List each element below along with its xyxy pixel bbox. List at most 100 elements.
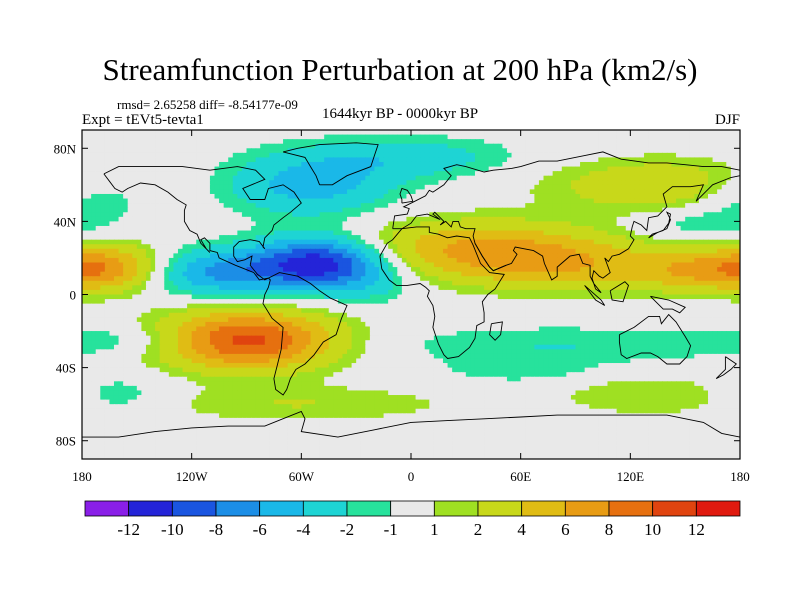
field-cell xyxy=(520,193,526,200)
field-cell xyxy=(155,171,161,177)
field-cell xyxy=(465,180,471,186)
field-cell xyxy=(168,230,174,236)
field-cell xyxy=(529,171,535,177)
field-cell xyxy=(735,166,740,172)
field-cell xyxy=(411,175,417,181)
field-cell xyxy=(424,189,430,195)
field-cell xyxy=(310,184,316,190)
field-cell xyxy=(415,143,421,149)
field-cell xyxy=(310,171,316,177)
field-cell xyxy=(123,184,129,190)
field-cell xyxy=(529,212,535,218)
field-cell xyxy=(319,262,325,268)
field-cell xyxy=(493,253,499,259)
field-cell xyxy=(557,253,563,259)
field-cell xyxy=(598,253,604,259)
field-cell xyxy=(255,130,261,136)
field-cell xyxy=(351,184,357,190)
field-cell xyxy=(319,189,325,195)
field-cell xyxy=(516,276,522,282)
field-cell xyxy=(182,239,188,245)
field-cell xyxy=(264,225,270,232)
field-cell xyxy=(461,285,467,291)
field-cell xyxy=(630,134,636,140)
field-cell xyxy=(689,262,695,268)
field-cell xyxy=(406,248,412,254)
field-cell xyxy=(200,262,206,268)
field-cell xyxy=(575,253,581,259)
field-cell xyxy=(662,130,668,136)
field-cell xyxy=(132,184,138,190)
field-cell xyxy=(205,212,211,218)
field-cell xyxy=(548,271,554,277)
field-cell xyxy=(333,262,339,268)
field-cell xyxy=(237,267,243,273)
field-cell xyxy=(333,239,339,245)
field-cell xyxy=(653,207,659,213)
field-cell xyxy=(365,139,371,145)
field-cell xyxy=(634,280,641,286)
field-cell xyxy=(411,143,417,149)
field-cell xyxy=(506,230,513,236)
field-cell xyxy=(575,203,581,209)
field-cell xyxy=(113,235,120,241)
field-cell xyxy=(123,235,129,241)
field-cell xyxy=(415,248,421,254)
field-cell xyxy=(319,280,325,286)
field-cell xyxy=(493,157,499,163)
field-cell xyxy=(644,180,650,186)
field-cell xyxy=(337,244,344,250)
field-cell xyxy=(676,271,682,277)
field-cell xyxy=(187,253,193,259)
field-cell xyxy=(351,198,357,204)
field-cell xyxy=(552,180,558,186)
field-cell xyxy=(100,285,106,291)
field-cell xyxy=(283,221,289,227)
field-cell xyxy=(712,280,718,286)
field-cell xyxy=(685,134,691,140)
field-cell xyxy=(351,189,357,195)
field-cell xyxy=(703,280,709,286)
field-cell xyxy=(296,184,302,190)
field-cell xyxy=(685,253,691,259)
field-cell xyxy=(525,189,531,195)
field-cell xyxy=(278,221,284,227)
field-cell xyxy=(534,139,540,145)
field-cell xyxy=(328,212,334,218)
field-cell xyxy=(91,171,97,177)
field-cell xyxy=(653,143,659,149)
field-cell xyxy=(662,207,668,213)
field-cell xyxy=(575,157,581,163)
field-cell xyxy=(406,134,412,140)
field-cell xyxy=(406,212,412,218)
field-cell xyxy=(283,207,289,213)
field-cell xyxy=(205,244,211,250)
field-cell xyxy=(401,271,408,277)
field-cell xyxy=(100,257,106,264)
field-cell xyxy=(625,148,631,154)
field-cell xyxy=(401,285,408,291)
field-cell xyxy=(433,280,440,286)
field-cell xyxy=(429,280,435,286)
field-cell xyxy=(566,134,572,140)
field-cell xyxy=(625,280,631,286)
field-cell xyxy=(383,253,389,259)
field-cell xyxy=(534,230,540,236)
field-cell xyxy=(296,161,302,168)
field-cell xyxy=(461,157,467,163)
field-cell xyxy=(648,235,654,241)
field-cell xyxy=(671,262,677,268)
field-cell xyxy=(374,180,380,186)
field-cell xyxy=(379,198,385,204)
field-cell xyxy=(365,244,371,250)
field-cell xyxy=(255,143,261,149)
field-cell xyxy=(264,157,270,163)
field-cell xyxy=(379,285,385,291)
field-cell xyxy=(315,239,321,245)
field-cell xyxy=(200,267,206,273)
field-cell xyxy=(155,193,161,200)
field-cell xyxy=(200,244,206,250)
field-cell xyxy=(260,166,266,172)
field-cell xyxy=(598,157,604,163)
field-cell xyxy=(237,248,243,254)
